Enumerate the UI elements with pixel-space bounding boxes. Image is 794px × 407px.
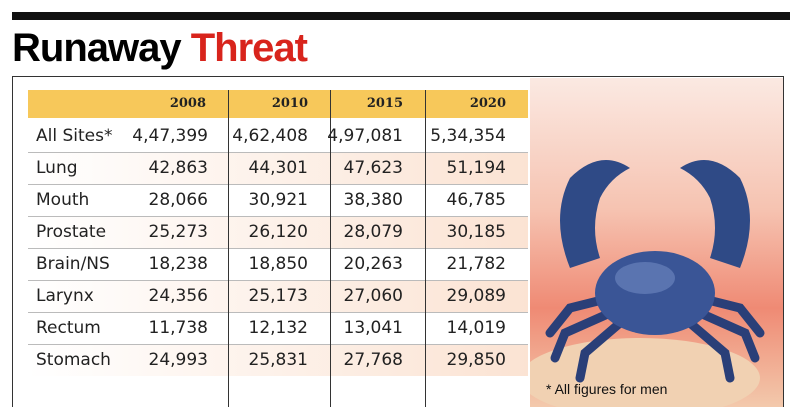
cell-value: 28,066: [148, 190, 208, 210]
cell-value: 5,34,354: [430, 126, 506, 146]
row-rule: [28, 216, 528, 217]
cell-value: 4,47,399: [132, 126, 208, 146]
row-label: All Sites*: [36, 126, 113, 146]
cell-value: 24,356: [148, 286, 208, 306]
title: Runaway Threat: [12, 26, 308, 71]
column-rule: [425, 90, 426, 407]
cell-value: 27,060: [343, 286, 403, 306]
cell-value: 30,921: [248, 190, 308, 210]
row-shade: [28, 216, 528, 248]
cell-value: 46,785: [446, 190, 506, 210]
row-rule: [28, 184, 528, 185]
cell-value: 42,863: [148, 158, 208, 178]
title-red: Threat: [190, 26, 308, 70]
row-label: Lung: [36, 158, 78, 178]
cell-value: 18,238: [148, 254, 208, 274]
row-label: Brain/NS: [36, 254, 110, 274]
cell-value: 38,380: [343, 190, 403, 210]
legs: [545, 293, 765, 383]
cell-value: 25,273: [148, 222, 208, 242]
cell-value: 12,132: [248, 318, 308, 338]
column-rule: [228, 90, 229, 407]
frame: [12, 76, 784, 407]
cell-value: 4,62,408: [232, 126, 308, 146]
crab: [520, 160, 765, 407]
title-black: Runaway: [12, 26, 182, 70]
header-band: [28, 90, 528, 118]
row-rule: [28, 312, 528, 313]
row-shade: [28, 280, 528, 312]
row-label: Mouth: [36, 190, 90, 210]
row-shade: [28, 152, 528, 184]
cell-value: 51,194: [446, 158, 506, 178]
cell-value: 27,768: [343, 350, 403, 370]
cell-value: 21,782: [446, 254, 506, 274]
claw-right: [680, 160, 750, 268]
highlight: [615, 262, 675, 294]
cell-value: 44,301: [248, 158, 308, 178]
cell-value: 47,623: [343, 158, 403, 178]
row-rule: [28, 248, 528, 249]
row-label: Prostate: [36, 222, 107, 242]
cell-value: 18,850: [248, 254, 308, 274]
cell-value: 14,019: [446, 318, 506, 338]
row-label: Rectum: [36, 318, 101, 338]
cell-value: 29,850: [446, 350, 506, 370]
cell-value: 11,738: [148, 318, 208, 338]
row-rule: [28, 152, 528, 153]
row-label: Stomach: [36, 350, 111, 370]
column-rule: [330, 90, 331, 407]
cell-value: 20,263: [343, 254, 403, 274]
cell-value: 4,97,081: [327, 126, 403, 146]
cell-value: 25,173: [248, 286, 308, 306]
cell-value: 26,120: [248, 222, 308, 242]
cell-value: 24,993: [148, 350, 208, 370]
cell-value: 13,041: [343, 318, 403, 338]
row-shade: [28, 344, 528, 376]
row-rule: [28, 344, 528, 345]
column-header: 2010: [271, 96, 308, 111]
footnote: * All figures for men: [546, 381, 668, 397]
column-header: 2015: [366, 96, 403, 111]
cell-value: 29,089: [446, 286, 506, 306]
column-header: 2020: [469, 96, 506, 111]
cell-value: 25,831: [248, 350, 308, 370]
cell-value: 28,079: [343, 222, 403, 242]
cell-value: 30,185: [446, 222, 506, 242]
illustration: [520, 78, 783, 407]
column-header: 2008: [169, 96, 206, 111]
claw-left: [560, 160, 630, 268]
row-label: Larynx: [36, 286, 94, 306]
top-rule: [12, 12, 790, 20]
row-rule: [28, 280, 528, 281]
